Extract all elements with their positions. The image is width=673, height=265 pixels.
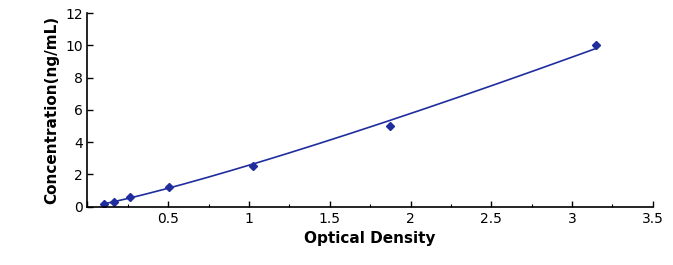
X-axis label: Optical Density: Optical Density bbox=[304, 231, 436, 246]
Y-axis label: Concentration(ng/mL): Concentration(ng/mL) bbox=[44, 16, 59, 204]
